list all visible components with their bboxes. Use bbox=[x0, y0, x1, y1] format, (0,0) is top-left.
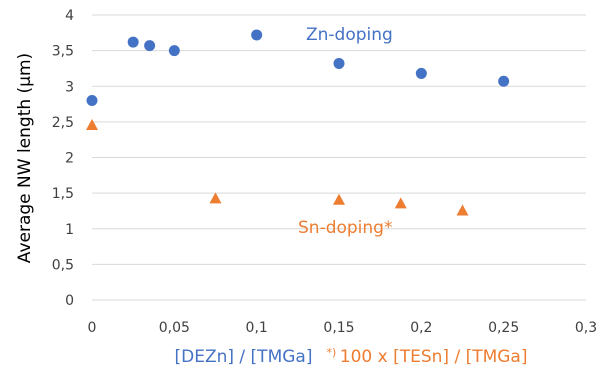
data-point bbox=[144, 40, 156, 52]
data-point bbox=[127, 36, 139, 48]
annotation-zn-doping: Zn-doping bbox=[306, 25, 393, 45]
x-tick-label: 0,25 bbox=[488, 320, 519, 336]
data-point bbox=[498, 75, 510, 87]
data-point bbox=[86, 118, 98, 130]
data-point bbox=[394, 197, 407, 209]
data-point bbox=[209, 192, 222, 204]
data-point bbox=[333, 193, 345, 205]
x-tick-label: 0,2 bbox=[410, 320, 432, 336]
x-tick-label: 0,3 bbox=[575, 320, 597, 336]
y-tick-labels: 0 0,5 1 1,5 2 2,5 3 3,5 4 bbox=[52, 8, 74, 309]
gridlines bbox=[92, 14, 586, 301]
x-tick-label: 0,05 bbox=[159, 320, 190, 336]
data-point bbox=[168, 45, 180, 57]
data-point bbox=[415, 67, 427, 79]
x-axis-label-part: [DEZn] / [TMGa] bbox=[175, 347, 313, 367]
y-tick-label: 4 bbox=[65, 8, 74, 24]
x-tick-labels: 0 0,05 0,1 0,15 0,2 0,25 0,3 bbox=[88, 320, 598, 336]
data-point bbox=[86, 95, 98, 106]
x-axis-label-part: *) bbox=[326, 346, 339, 359]
data-point bbox=[333, 57, 345, 69]
x-axis-label: [DEZn] / [TMGa] *) 100 x [TESn] / [TMGa] bbox=[175, 346, 528, 367]
y-tick-label: 2,5 bbox=[52, 115, 74, 131]
data-point bbox=[456, 204, 469, 216]
annotation-sn-doping: Sn-doping* bbox=[298, 218, 392, 238]
y-tick-label: 3 bbox=[65, 79, 74, 95]
y-tick-label: 0,5 bbox=[52, 257, 74, 273]
series-zn-doping bbox=[86, 29, 510, 106]
data-point bbox=[251, 29, 263, 41]
y-axis-label: Average NW length (µm) bbox=[15, 53, 35, 263]
y-tick-label: 3,5 bbox=[52, 44, 74, 60]
x-axis-label-part: 100 x [TESn] / [TMGa] bbox=[340, 347, 528, 367]
series-sn-doping bbox=[86, 118, 469, 216]
x-tick-label: 0,1 bbox=[246, 320, 268, 336]
x-tick-label: 0 bbox=[88, 320, 97, 336]
data-series bbox=[86, 29, 510, 216]
x-tick-label: 0,15 bbox=[323, 320, 354, 336]
y-tick-label: 1,5 bbox=[52, 186, 74, 202]
y-tick-label: 0 bbox=[65, 293, 74, 309]
y-tick-label: 1 bbox=[65, 222, 74, 238]
y-tick-label: 2 bbox=[65, 151, 74, 167]
